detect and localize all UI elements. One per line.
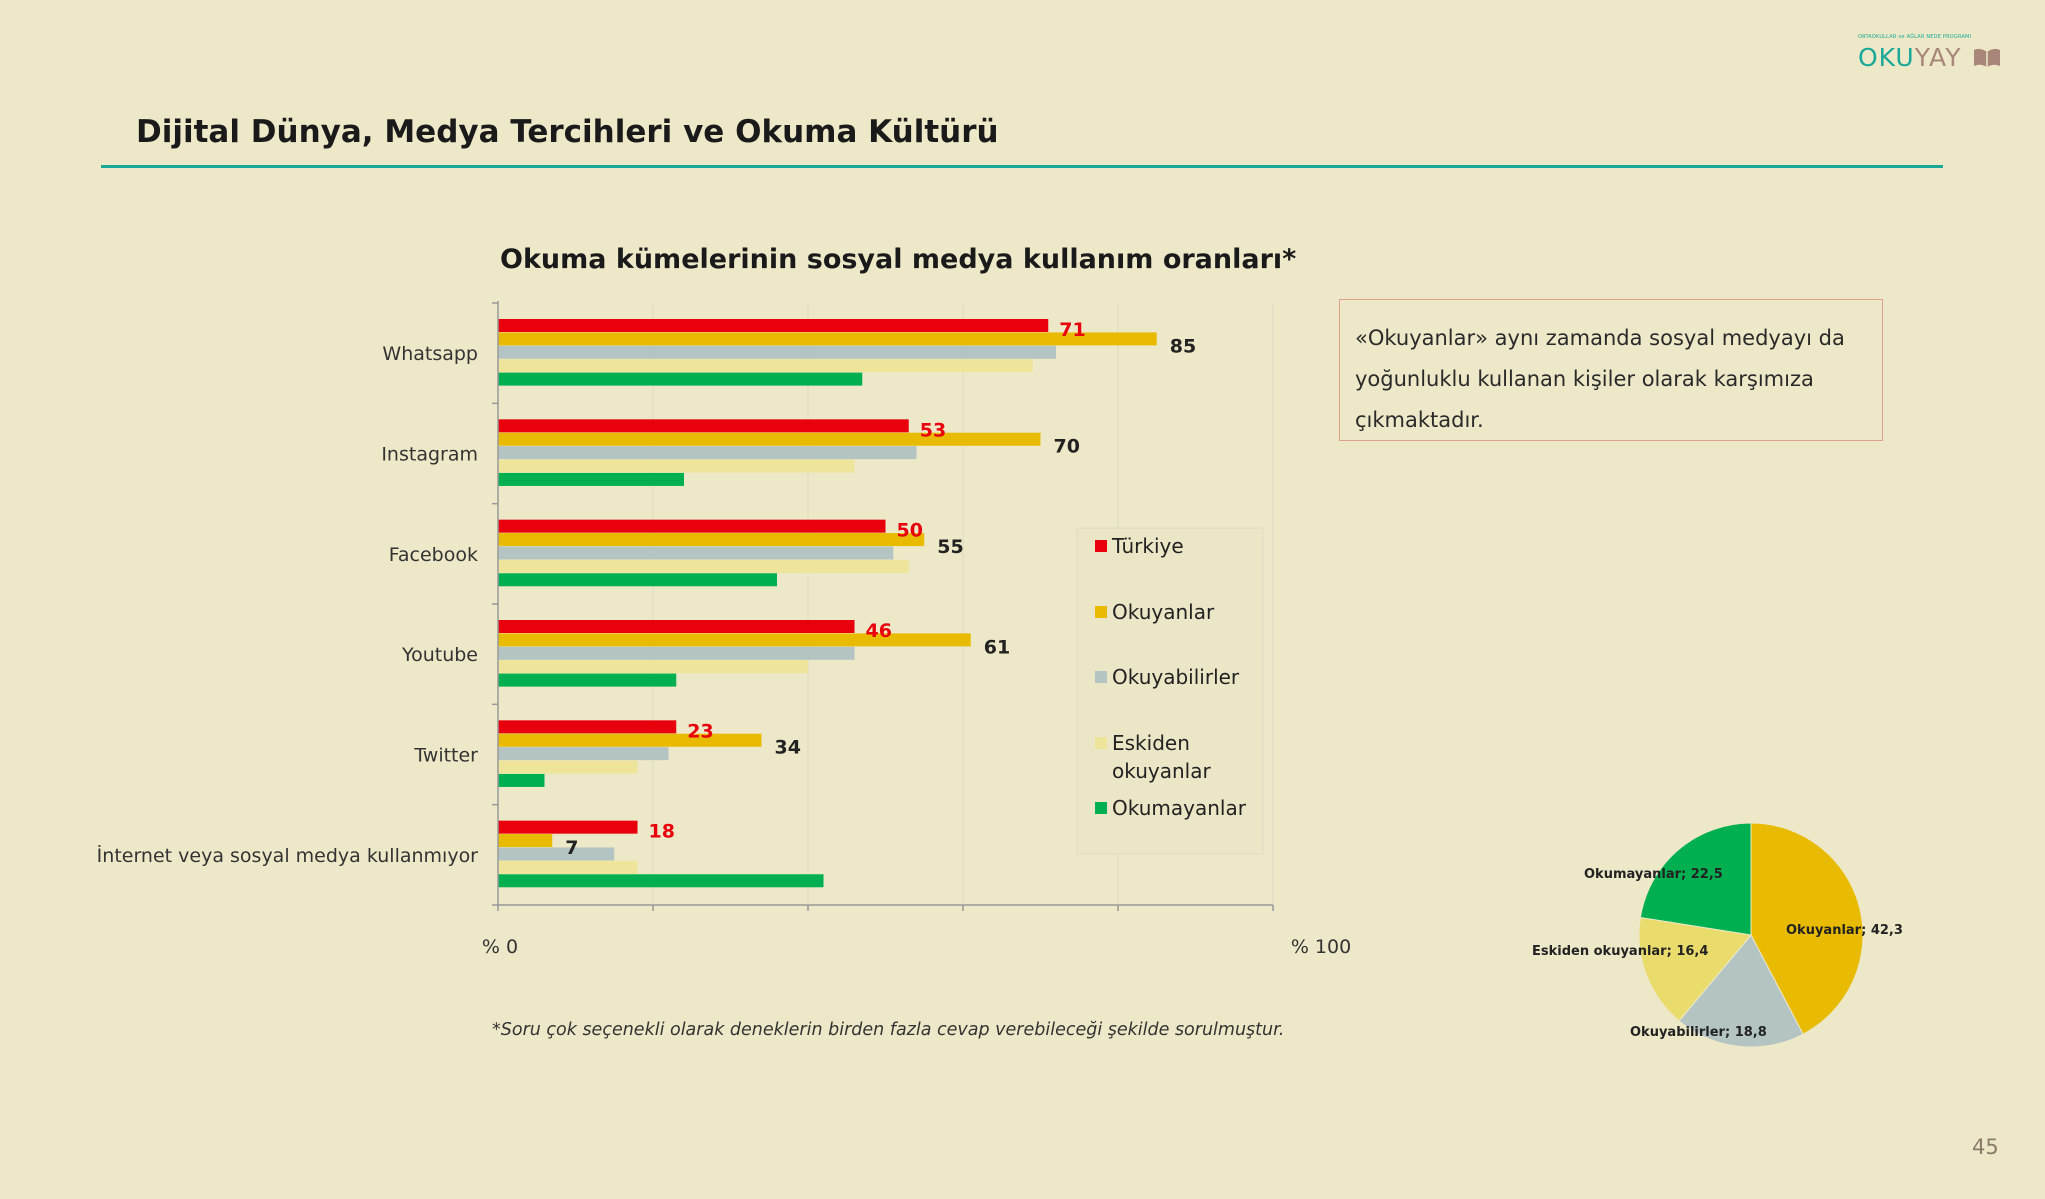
- bar-eskiden-okuyanlar-internet-veya-sosyal-medya-kullanmiyor: [498, 860, 638, 874]
- bar-okumayanlar-youtube: [498, 673, 677, 687]
- note-box: «Okuyanlar» aynı zamanda sosyal medyayı …: [1339, 299, 1883, 441]
- data-label-okuyanlar-whatsapp: 85: [1170, 335, 1196, 357]
- data-label-turkiye-instagram: 53: [920, 419, 946, 441]
- data-label-okuyanlar-twitter: 34: [775, 737, 801, 759]
- bar-okuyanlar-instagram: [498, 432, 1041, 446]
- bar-okuyanlar-whatsapp: [498, 332, 1157, 346]
- legend-swatch-okumayanlar: [1095, 802, 1107, 814]
- bar-eskiden-okuyanlar-facebook: [498, 559, 909, 573]
- legend-swatch-eskiden-okuyanlar: [1095, 737, 1107, 749]
- pie-slice-eskiden-okuyanlar: [1638, 916, 1752, 1022]
- pie-label-okumayanlar: Okumayanlar; 22,5: [1584, 867, 1723, 882]
- bar-okuyanlar-youtube: [498, 633, 971, 647]
- data-label-turkiye-facebook: 50: [897, 520, 923, 542]
- pie-label-okuyanlar: Okuyanlar; 42,3: [1786, 923, 1903, 938]
- data-label-okuyanlar-instagram: 70: [1054, 436, 1080, 458]
- bar-turkiye-youtube: [498, 620, 855, 633]
- pie-label-okuyabilirler: Okuyabilirler; 18,8: [1630, 1025, 1767, 1040]
- page-number: 45: [1972, 1135, 1999, 1159]
- bar-eskiden-okuyanlar-whatsapp: [498, 359, 1033, 373]
- data-label-okuyanlar-youtube: 61: [984, 636, 1010, 658]
- note-text: «Okuyanlar» aynı zamanda sosyal medyayı …: [1355, 326, 1845, 432]
- logo-wordmark: OKUYAY: [1858, 43, 1961, 72]
- data-label-okuyanlar-internet-veya-sosyal-medya-kullanmiyor: 7: [565, 837, 578, 859]
- legend-label-okuyanlar: Okuyanlar: [1112, 600, 1215, 624]
- data-label-turkiye-whatsapp: 71: [1059, 319, 1085, 341]
- legend-label-eskiden-okuyanlar-line2: okuyanlar: [1112, 759, 1211, 783]
- data-label-turkiye-internet-veya-sosyal-medya-kullanmiyor: 18: [649, 821, 675, 843]
- legend-label-eskiden-okuyanlar-line1: Eskiden: [1112, 731, 1190, 755]
- legend-label-turkiye: Türkiye: [1111, 534, 1184, 558]
- legend-swatch-turkiye: [1095, 540, 1107, 552]
- category-label-instagram: Instagram: [381, 444, 478, 466]
- bar-okumayanlar-twitter: [498, 773, 545, 787]
- bar-okuyanlar-facebook: [498, 533, 925, 547]
- category-label-whatsapp: Whatsapp: [382, 343, 478, 365]
- title-divider: [101, 165, 1943, 168]
- data-label-okuyanlar-facebook: 55: [937, 536, 963, 558]
- legend-swatch-okuyanlar: [1095, 606, 1107, 618]
- data-label-turkiye-youtube: 46: [866, 620, 892, 642]
- bar-eskiden-okuyanlar-instagram: [498, 459, 855, 473]
- pie-label-eskiden-okuyanlar: Eskiden okuyanlar; 16,4: [1532, 944, 1708, 959]
- logo-tagline: ORTAOKULLAR ve AĞLAR NEDE PROGRAMI: [1858, 34, 1972, 40]
- book-icon: [1974, 48, 2000, 67]
- category-label-twitter: Twitter: [413, 745, 478, 767]
- data-label-turkiye-twitter: 23: [687, 720, 713, 742]
- logo-part-yay: YAY: [1914, 43, 1962, 72]
- bar-okumayanlar-facebook: [498, 573, 777, 587]
- bar-okuyabilirler-twitter: [498, 747, 669, 761]
- bar-turkiye-facebook: [498, 519, 886, 533]
- x-tick-label: % 0: [482, 936, 518, 958]
- bar-okuyabilirler-internet-veya-sosyal-medya-kullanmiyor: [498, 847, 615, 861]
- bar-okuyabilirler-instagram: [498, 446, 917, 460]
- bar-turkiye-instagram: [498, 419, 909, 433]
- pie-slice-okuyanlar: [1750, 822, 1864, 1035]
- legend-label-okuyabilirler: Okuyabilirler: [1112, 665, 1240, 689]
- bar-okuyanlar-internet-veya-sosyal-medya-kullanmiyor: [498, 834, 553, 848]
- bar-okumayanlar-instagram: [498, 472, 684, 486]
- category-label-youtube: Youtube: [401, 644, 478, 666]
- bar-eskiden-okuyanlar-twitter: [498, 760, 638, 774]
- bar-turkiye-internet-veya-sosyal-medya-kullanmiyor: [498, 820, 638, 834]
- bar-eskiden-okuyanlar-youtube: [498, 660, 808, 674]
- bar-okuyabilirler-facebook: [498, 546, 894, 560]
- footnote: *Soru çok seçenekli olarak deneklerin bi…: [492, 1020, 1285, 1040]
- bar-okumayanlar-whatsapp: [498, 372, 863, 386]
- okuyay-logo: ORTAOKULLAR ve AĞLAR NEDE PROGRAMI OKUYA…: [1858, 34, 2008, 76]
- bar-okuyabilirler-youtube: [498, 646, 855, 660]
- category-label-facebook: Facebook: [389, 544, 478, 566]
- bar-okuyabilirler-whatsapp: [498, 345, 1056, 359]
- legend-label-okumayanlar: Okumayanlar: [1112, 796, 1247, 820]
- category-label-internet-veya-sosyal-medya-kullanmiyor: İnternet veya sosyal medya kullanmıyor: [97, 844, 479, 867]
- bar-okuyanlar-twitter: [498, 733, 762, 747]
- bar-okumayanlar-internet-veya-sosyal-medya-kullanmiyor: [498, 874, 824, 888]
- chart-title: Okuma kümelerinin sosyal medya kullanım …: [500, 244, 1297, 275]
- logo-part-oku: OKU: [1858, 43, 1915, 72]
- legend-swatch-okuyabilirler: [1095, 671, 1107, 683]
- page-title: Dijital Dünya, Medya Tercihleri ve Okuma…: [136, 114, 999, 150]
- x-tick-label: % 100: [1291, 936, 1351, 958]
- pie-slice-okuyabilirler: [1678, 934, 1804, 1048]
- bar-turkiye-twitter: [498, 720, 677, 734]
- bar-turkiye-whatsapp: [498, 319, 1049, 332]
- pie-slice-okumayanlar: [1639, 822, 1752, 936]
- legend-box: [1076, 527, 1264, 855]
